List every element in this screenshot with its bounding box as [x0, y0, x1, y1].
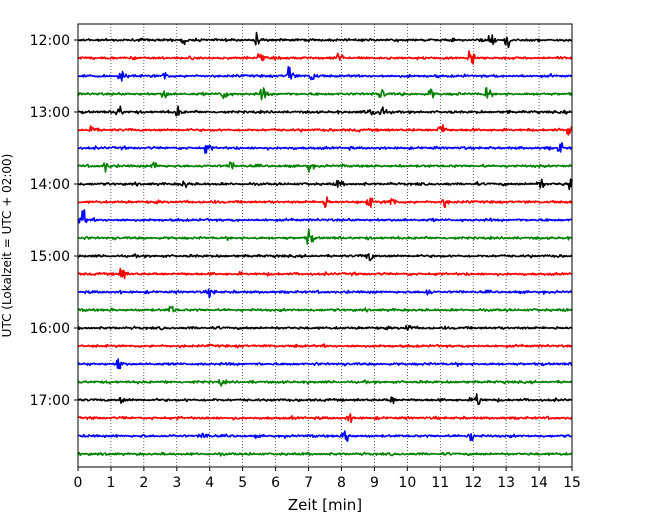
trace-1730: [77, 430, 573, 442]
trace-1245: [77, 87, 573, 101]
trace-1545: [77, 305, 573, 313]
y-tick-label: 12:00: [30, 33, 70, 49]
x-axis-label: Zeit [min]: [288, 496, 362, 514]
trace-1715: [77, 413, 573, 424]
x-tick-label: 6: [271, 475, 280, 491]
x-tick-label: 15: [563, 475, 581, 491]
trace-1330: [77, 142, 573, 154]
x-tick-label: 10: [398, 475, 416, 491]
trace-1300: [77, 105, 573, 117]
trace-1700: [77, 393, 573, 406]
x-tick-label: 9: [370, 475, 379, 491]
x-tick-label: 1: [106, 475, 115, 491]
trace-1515: [77, 267, 573, 280]
trace-1200: [77, 31, 573, 49]
vertical-grid: [110, 24, 540, 467]
x-tick-label: 4: [205, 475, 214, 491]
trace-1745: [77, 451, 573, 457]
y-tick-label: 16:00: [30, 321, 70, 337]
trace-1430: [77, 209, 573, 224]
trace-1600: [77, 324, 573, 331]
x-tick-label: 8: [337, 475, 346, 491]
x-tick-label: 5: [238, 475, 247, 491]
x-axis-ticks: 0 1 2 3 4 5 6 7 8 9 10 11 12 13 14 15: [74, 467, 581, 491]
trace-1500: [77, 253, 573, 262]
trace-1230: [77, 65, 573, 82]
trace-1630: [77, 358, 573, 370]
trace-1315: [77, 124, 573, 136]
trace-1345: [77, 161, 573, 173]
seismic-traces: [77, 31, 573, 457]
y-axis-label: UTC (Lokalzeit = UTC + 02:00): [0, 154, 14, 338]
x-tick-label: 0: [74, 475, 83, 491]
trace-1215: [77, 50, 573, 65]
trace-1415: [77, 196, 573, 209]
plot-frame: [77, 23, 573, 468]
y-axis-ticks: 12:00 13:00 14:00 15:00 16:00 17:00: [30, 33, 78, 409]
trace-1530: [77, 288, 573, 299]
x-tick-label: 3: [172, 475, 181, 491]
trace-1445: [77, 228, 573, 245]
y-tick-label: 14:00: [30, 177, 70, 193]
x-tick-label: 7: [304, 475, 313, 491]
trace-1615: [77, 343, 573, 349]
y-tick-label: 13:00: [30, 105, 70, 121]
y-tick-label: 17:00: [30, 393, 70, 409]
trace-1400: [77, 178, 573, 191]
x-tick-label: 11: [431, 475, 449, 491]
y-tick-label: 15:00: [30, 249, 70, 265]
x-tick-label: 14: [530, 475, 548, 491]
x-tick-label: 12: [464, 475, 482, 491]
x-tick-label: 13: [497, 475, 515, 491]
trace-1645: [77, 379, 573, 387]
x-tick-label: 2: [139, 475, 148, 491]
